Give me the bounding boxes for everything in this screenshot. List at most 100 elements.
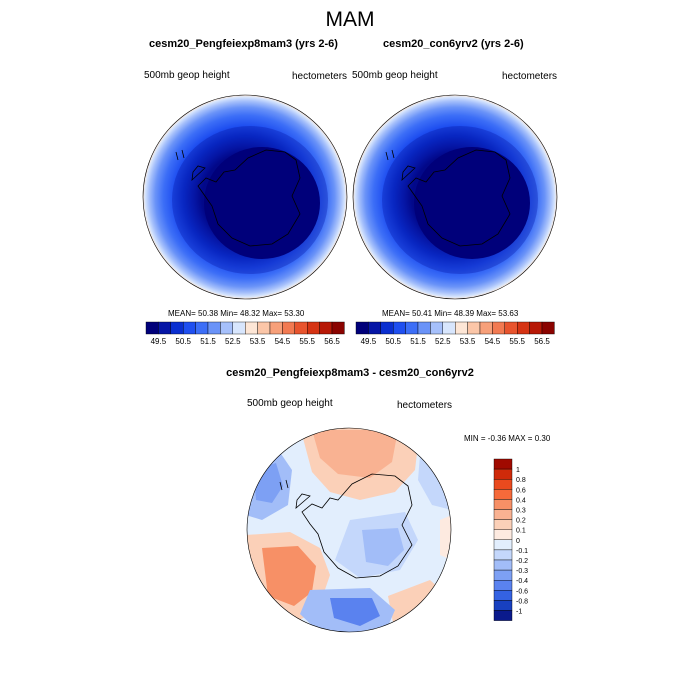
colorbar-box xyxy=(467,321,481,335)
right-panel-title: cesm20_con6yrv2 (yrs 2-6) xyxy=(383,38,524,50)
diff-antarctica-coast xyxy=(279,473,413,579)
colorbar-tick-label: -0.1 xyxy=(516,548,528,555)
colorbar-tick-label: 51.5 xyxy=(200,337,216,346)
figure-title: MAM xyxy=(325,8,375,31)
colorbar-box xyxy=(493,569,513,581)
colorbar-box xyxy=(493,468,513,480)
colorbar-tick-label: 0.4 xyxy=(516,497,526,504)
colorbar-tick-label: -0.6 xyxy=(516,588,528,595)
diff-map xyxy=(246,427,452,633)
colorbar-tick-label: 1 xyxy=(516,467,520,474)
colorbar-tick-label: 0.3 xyxy=(516,508,526,515)
diff-field-label: 500mb geop height xyxy=(247,398,333,409)
colorbar-box xyxy=(493,580,513,591)
colorbar-box xyxy=(493,610,513,621)
colorbar-box xyxy=(207,321,221,335)
colorbar-box xyxy=(493,600,513,611)
colorbar-tick-label: -0.8 xyxy=(516,598,528,605)
colorbar-box xyxy=(430,321,443,335)
colorbar-box xyxy=(244,321,258,335)
colorbar-box xyxy=(393,321,406,335)
colorbar-box xyxy=(493,529,513,541)
colorbar-tick-label: 0.2 xyxy=(516,518,526,525)
right-colorbar: 49.5 50.5 51.5 52.5 53.5 54.5 55.5 56.5 xyxy=(355,321,555,346)
colorbar-box xyxy=(331,321,345,335)
colorbar-box xyxy=(493,539,513,551)
colorbar-box xyxy=(493,479,513,490)
colorbar-tick-label: 55.5 xyxy=(509,337,525,346)
colorbar-box xyxy=(257,321,271,335)
colorbar-box xyxy=(455,321,468,335)
colorbar-box xyxy=(517,321,530,335)
colorbar-box xyxy=(380,321,394,335)
colorbar-box xyxy=(504,321,518,335)
colorbar-box xyxy=(307,321,320,335)
right-field-label: 500mb geop height xyxy=(352,70,438,81)
colorbar-box xyxy=(158,321,171,335)
colorbar-box xyxy=(145,321,159,335)
colorbar-tick-label: 56.5 xyxy=(534,337,550,346)
colorbar-box xyxy=(195,321,209,335)
colorbar-tick-label: 53.5 xyxy=(250,337,266,346)
colorbar-box xyxy=(493,590,513,601)
colorbar-box xyxy=(220,321,233,335)
colorbar-tick-label: 56.5 xyxy=(324,337,340,346)
colorbar-box xyxy=(182,321,196,335)
colorbar-box xyxy=(282,321,295,335)
left-stats: MEAN= 50.38 Min= 48.32 Max= 53.30 xyxy=(168,309,305,318)
colorbar-tick-label: 0 xyxy=(516,538,520,545)
colorbar-tick-label: 52.5 xyxy=(225,337,241,346)
colorbar-tick-label: 54.5 xyxy=(485,337,501,346)
left-colorbar: 49.5 50.5 51.5 52.5 53.5 54.5 55.5 56.5 xyxy=(145,321,345,346)
colorbar-box xyxy=(355,321,369,335)
colorbar-box xyxy=(232,321,246,335)
colorbar-box xyxy=(493,458,513,470)
colorbar-tick-label: 0.8 xyxy=(516,477,526,484)
diff-units-label: hectometers xyxy=(397,400,453,411)
colorbar-tick-label: -0.2 xyxy=(516,558,528,565)
right-antarctica-coast xyxy=(385,149,511,247)
colorbar-tick-label: -0.3 xyxy=(516,568,528,575)
colorbar-box xyxy=(492,321,505,335)
colorbar-tick-label: -1 xyxy=(516,609,522,616)
colorbar-tick-label: 54.5 xyxy=(275,337,291,346)
colorbar-box xyxy=(269,321,283,335)
colorbar-tick-label: 0.6 xyxy=(516,487,526,494)
colorbar-tick-label: 49.5 xyxy=(361,337,377,346)
right-stats: MEAN= 50.41 Min= 48.39 Max= 53.63 xyxy=(382,309,519,318)
colorbar-box xyxy=(493,509,513,520)
colorbar-tick-label: 0.1 xyxy=(516,528,526,535)
diff-stats: MIN = -0.36 MAX = 0.30 xyxy=(464,434,551,443)
colorbar-tick-label: 50.5 xyxy=(385,337,401,346)
colorbar-box xyxy=(529,321,543,335)
left-field-label: 500mb geop height xyxy=(144,70,230,81)
colorbar-box xyxy=(493,559,513,571)
colorbar-tick-label: -0.4 xyxy=(516,578,528,585)
colorbar-box xyxy=(493,489,513,500)
colorbar-tick-label: 49.5 xyxy=(151,337,167,346)
colorbar-tick-label: 53.5 xyxy=(460,337,476,346)
diff-panel-title: cesm20_Pengfeiexp8mam3 - cesm20_con6yrv2 xyxy=(226,367,474,379)
colorbar-box xyxy=(479,321,493,335)
colorbar-box xyxy=(294,321,308,335)
colorbar-tick-label: 50.5 xyxy=(175,337,191,346)
colorbar-box xyxy=(493,549,513,561)
left-antarctica-coast xyxy=(175,149,301,247)
left-panel-title: cesm20_Pengfeiexp8mam3 (yrs 2-6) xyxy=(149,38,338,50)
colorbar-box xyxy=(541,321,555,335)
left-map xyxy=(142,94,348,300)
colorbar-box xyxy=(493,499,513,510)
colorbar-box xyxy=(442,321,456,335)
right-map xyxy=(352,94,558,300)
colorbar-box xyxy=(170,321,184,335)
colorbar-box xyxy=(493,519,513,530)
colorbar-box xyxy=(405,321,419,335)
left-units-label: hectometers xyxy=(292,71,348,82)
colorbar-box xyxy=(417,321,431,335)
colorbar-box xyxy=(319,321,333,335)
diff-colorbar: 1 0.8 0.6 0.4 0.3 0.2 0.1 0 -0.1 -0.2 -0.3 -0.4 -0.6… xyxy=(493,458,528,621)
colorbar-tick-label: 52.5 xyxy=(435,337,451,346)
colorbar-tick-label: 51.5 xyxy=(410,337,426,346)
right-units-label: hectometers xyxy=(502,71,558,82)
